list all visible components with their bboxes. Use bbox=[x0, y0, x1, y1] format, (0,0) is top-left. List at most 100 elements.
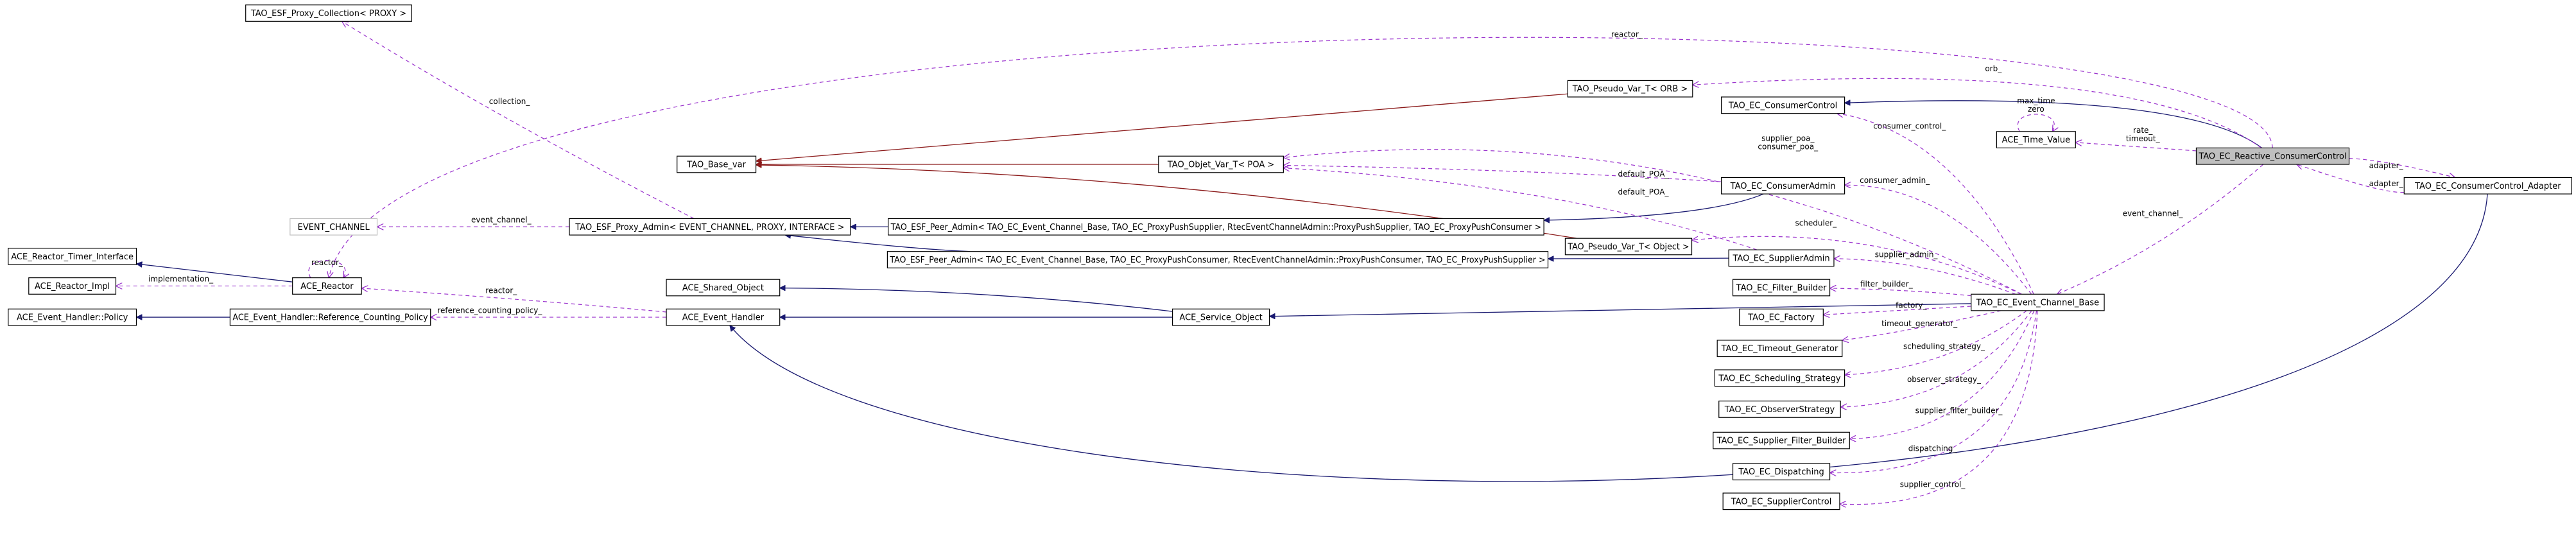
class-box bbox=[292, 277, 362, 295]
usage-edge bbox=[1823, 306, 1971, 315]
edge-label: reference_counting_policy_ bbox=[437, 306, 542, 315]
edge-label: filter_builder_ bbox=[1860, 279, 1914, 288]
class-name: TAO_EC_ConsumerControl_Adapter bbox=[2414, 182, 2561, 191]
inheritance-edge bbox=[785, 235, 970, 252]
usage-edge bbox=[1845, 185, 2032, 295]
class-box bbox=[1564, 238, 1693, 256]
class-box bbox=[2403, 177, 2573, 195]
edge-label: scheduler_ bbox=[1795, 219, 1837, 228]
usage-edge bbox=[2017, 114, 2054, 132]
class-box bbox=[1718, 401, 1841, 418]
edge-label: zero bbox=[2028, 105, 2044, 114]
class-name: TAO_EC_ObserverStrategy bbox=[1724, 405, 1835, 415]
class-box bbox=[1721, 177, 1846, 195]
edge-label: supplier_filter_builder_ bbox=[1915, 406, 2003, 415]
class-name: TAO_EC_Dispatching bbox=[1738, 467, 1824, 477]
edge-label: reactor_ bbox=[485, 286, 517, 295]
class-name: TAO_EC_ConsumerControl bbox=[1728, 101, 1837, 110]
usage-edge bbox=[361, 288, 667, 313]
usage-edge bbox=[308, 260, 345, 278]
usage-edge bbox=[2057, 164, 2264, 294]
class-name: ACE_Reactor bbox=[300, 282, 354, 291]
class-box bbox=[8, 247, 137, 265]
class-box bbox=[1732, 279, 1831, 297]
nodes: TAO_ESF_Proxy_Collection< PROXY > TAO_Pse… bbox=[8, 4, 2573, 510]
class-box bbox=[8, 308, 137, 326]
class-box bbox=[1722, 492, 1840, 510]
inheritance-edge bbox=[756, 93, 1568, 161]
usage-edge bbox=[2297, 164, 2405, 193]
edge-label: observer_strategy_ bbox=[1907, 375, 1982, 384]
class-name: ACE_Service_Object bbox=[1179, 313, 1262, 323]
usage-edge bbox=[1849, 310, 2035, 439]
usage-edge bbox=[1845, 310, 2027, 375]
edge-label: event_channel_ bbox=[471, 216, 532, 225]
edge-label: adapter_ bbox=[2369, 161, 2404, 170]
class-name: TAO_Objet_Var_T< POA > bbox=[1167, 161, 1274, 170]
class-name: EVENT_CHANNEL bbox=[298, 223, 370, 232]
usage-edge bbox=[329, 37, 2273, 277]
class-box bbox=[1171, 308, 1270, 326]
usage-edge bbox=[342, 21, 695, 220]
edge-label: default_POA_ bbox=[1618, 187, 1670, 196]
class-box bbox=[886, 251, 1549, 268]
class-name: TAO_EC_SupplierControl bbox=[1731, 497, 1832, 507]
class-name: TAO_ESF_Proxy_Admin< EVENT_CHANNEL, PROX… bbox=[575, 223, 844, 232]
usage-edge bbox=[1840, 310, 2038, 505]
inheritance-edge bbox=[1845, 101, 2262, 148]
class-box bbox=[1714, 369, 1846, 387]
usage-edge bbox=[1692, 236, 2021, 295]
class-name: ACE_Reactor_Impl bbox=[35, 282, 110, 291]
class-box bbox=[888, 218, 1544, 236]
edge-label: consumer_admin_ bbox=[1860, 176, 1930, 185]
edge-label: max_time bbox=[2017, 96, 2055, 105]
class-box bbox=[28, 277, 117, 295]
class-name: TAO_EC_Reactive_ConsumerControl bbox=[2198, 152, 2346, 162]
inheritance-edge bbox=[780, 288, 1173, 312]
edge-label: event_channel_ bbox=[2123, 209, 2184, 218]
edge-label: orb_ bbox=[1985, 64, 2002, 73]
class-box bbox=[1713, 431, 1850, 449]
class-box bbox=[666, 279, 781, 297]
edge-label: supplier_poa_ bbox=[1761, 134, 1815, 143]
class-box bbox=[229, 308, 431, 326]
edge-label: implementation_ bbox=[148, 275, 214, 284]
class-name: TAO_EC_ConsumerAdmin bbox=[1730, 182, 1836, 191]
edge-label: rate_ bbox=[2133, 126, 2153, 135]
class-box bbox=[666, 308, 781, 326]
class-box bbox=[1971, 293, 2105, 311]
edge-label: supplier_control_ bbox=[1900, 480, 1966, 489]
class-name: TAO_ESF_Peer_Admin< TAO_EC_Event_Channel… bbox=[890, 223, 1541, 232]
edge-label: consumer_control_ bbox=[1873, 122, 1946, 131]
class-name: TAO_EC_Scheduling_Strategy bbox=[1718, 374, 1840, 383]
edge-label: timeout_ bbox=[2126, 134, 2161, 143]
class-box bbox=[1158, 155, 1284, 173]
class-box bbox=[1567, 80, 1693, 98]
usage-edge bbox=[1830, 310, 2037, 473]
edge-label: reactor_ bbox=[1611, 30, 1643, 39]
class-name: ACE_Event_Handler::Policy bbox=[17, 313, 128, 323]
inheritance-edge bbox=[1548, 258, 1729, 259]
inheritance-edge bbox=[136, 264, 293, 282]
edge-label: default_POA_ bbox=[1618, 169, 1670, 178]
class-name: ACE_Event_Handler::Reference_Counting_Po… bbox=[232, 313, 428, 323]
class-name: ACE_Shared_Object bbox=[682, 284, 764, 293]
class-name: TAO_EC_Filter_Builder bbox=[1736, 284, 1827, 293]
class-box bbox=[290, 218, 378, 236]
class-box bbox=[1728, 249, 1835, 267]
class-box bbox=[677, 155, 757, 173]
usage-edge bbox=[1283, 166, 1722, 182]
class-name: TAO_EC_Timeout_Generator bbox=[1721, 344, 1838, 354]
class-box bbox=[1716, 340, 1843, 358]
edge-label: reactor_ bbox=[311, 258, 343, 267]
inheritance-edge bbox=[730, 194, 2488, 482]
usage-edge bbox=[1283, 168, 1758, 250]
edge-label: timeout_generator_ bbox=[1881, 319, 1958, 328]
class-box bbox=[1721, 96, 1846, 114]
class-name: TAO_EC_Factory bbox=[1747, 313, 1815, 323]
edge-label: scheduling_strategy_ bbox=[1903, 342, 1985, 351]
usage-edge bbox=[2075, 143, 2197, 152]
edge-labels: implementation_ reactor_ reactor_ reference… bbox=[148, 30, 2404, 489]
